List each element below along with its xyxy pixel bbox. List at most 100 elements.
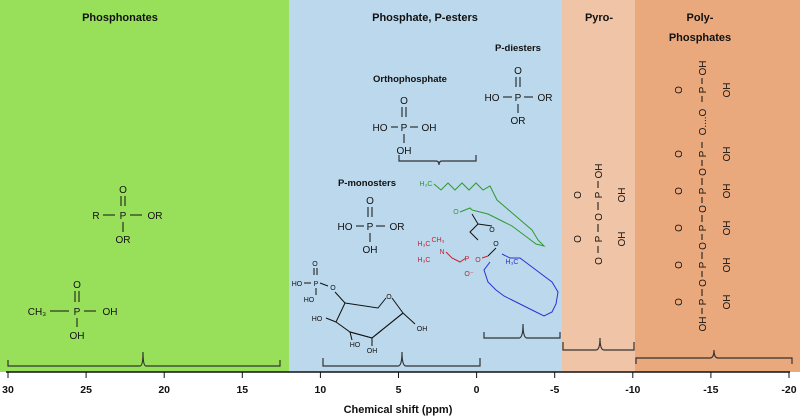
svg-text:O....O: O....O (698, 108, 709, 135)
svg-text:O: O (330, 285, 336, 292)
svg-text:P: P (698, 224, 709, 231)
svg-text:H₃C: H₃C (418, 241, 431, 248)
svg-text:HO: HO (304, 297, 315, 304)
svg-text:OR: OR (148, 211, 163, 222)
svg-text:HO: HO (373, 123, 388, 134)
x-axis-tick-label: 25 (80, 384, 92, 396)
polyphosphates-title-line1: Poly- (687, 12, 714, 24)
svg-text:P: P (120, 211, 127, 222)
svg-text:O: O (698, 168, 709, 176)
x-axis-tick-label: -20 (781, 384, 796, 396)
orthophosphate-title: Orthophosphate (373, 74, 447, 85)
svg-text:O: O (698, 242, 709, 250)
svg-text:O: O (674, 224, 685, 232)
pyro-brace (562, 337, 635, 351)
svg-text:P: P (314, 281, 319, 288)
svg-text:O: O (475, 257, 481, 264)
svg-text:OH: OH (722, 221, 733, 236)
svg-text:OH: OH (367, 348, 378, 355)
phosphonates-title: Phosphonates (82, 12, 158, 24)
svg-text:O: O (573, 235, 584, 243)
svg-text:P: P (594, 235, 605, 242)
p-diester-structure: O HO P OR OR (485, 66, 553, 127)
svg-text:OH: OH (397, 146, 412, 157)
svg-text:P: P (465, 256, 470, 263)
svg-text:O: O (453, 209, 459, 216)
phosphatidylcholine-structure: H₃C O O O H₃C CH₃ N H₃C P O⁻ O H₃C (418, 181, 559, 317)
x-axis-tick-label: 30 (2, 384, 14, 396)
polyphosphates-title-line2: Phosphates (669, 32, 731, 44)
svg-text:HO: HO (350, 342, 361, 349)
svg-text:OH: OH (722, 184, 733, 199)
svg-text:O: O (366, 196, 374, 207)
x-axis-tick-label: -10 (625, 384, 640, 396)
svg-text:HO: HO (485, 93, 500, 104)
svg-text:OH: OH (594, 164, 605, 179)
polyphosphates-region (635, 0, 800, 372)
sugar-phosphate-structure: O HO P O HO O OH OH HO HO (292, 261, 428, 355)
x-axis-tick-label: -15 (703, 384, 718, 396)
svg-text:P: P (74, 307, 81, 318)
svg-text:O: O (386, 294, 392, 301)
svg-text:P: P (367, 222, 374, 233)
svg-text:CH₃: CH₃ (432, 237, 445, 244)
p-diester-brace (483, 323, 561, 339)
svg-text:OH: OH (617, 232, 628, 247)
phosphate-esters-title: Phosphate, P-esters (372, 12, 478, 24)
x-axis-tick-label: -5 (550, 384, 559, 396)
svg-text:OH: OH (722, 147, 733, 162)
svg-text:OR: OR (511, 116, 526, 127)
svg-text:HO: HO (312, 316, 323, 323)
svg-text:O: O (674, 298, 685, 306)
svg-text:P: P (698, 86, 709, 93)
polyphosphate-structure: OH P O P O P O P O P O....O P OH (674, 61, 733, 332)
svg-text:O: O (514, 66, 522, 77)
svg-text:P: P (594, 191, 605, 198)
orthophosphate-structure: O HO P OH OH (373, 96, 437, 157)
phosphonate-ester-structure: O R P OR OR (92, 185, 162, 246)
svg-text:P: P (698, 261, 709, 268)
x-axis-tick-label: 5 (396, 384, 402, 396)
svg-text:O: O (312, 261, 318, 268)
svg-text:O: O (674, 261, 685, 269)
svg-text:O: O (73, 280, 81, 291)
svg-text:P: P (698, 187, 709, 194)
svg-text:OH: OH (722, 295, 733, 310)
svg-text:O: O (400, 96, 408, 107)
phosphonates-brace (7, 351, 281, 367)
svg-text:OH: OH (722, 83, 733, 98)
svg-text:P: P (515, 93, 522, 104)
svg-text:O: O (698, 205, 709, 213)
svg-text:O: O (594, 257, 605, 265)
svg-text:O⁻: O⁻ (464, 271, 473, 278)
svg-text:CH₃: CH₃ (28, 307, 47, 318)
svg-text:OR: OR (390, 222, 405, 233)
svg-text:OH: OH (103, 307, 118, 318)
pyrophosphate-structure: O P O P OH OH O OH O (573, 164, 628, 265)
svg-text:OH: OH (698, 317, 709, 332)
svg-text:O: O (119, 185, 127, 196)
svg-text:OR: OR (538, 93, 553, 104)
svg-text:OH: OH (422, 123, 437, 134)
svg-text:O: O (489, 227, 495, 234)
x-axis-tick-label: 10 (315, 384, 327, 396)
x-axis-tick-label: 20 (158, 384, 170, 396)
svg-text:H₃C: H₃C (420, 181, 433, 188)
svg-text:OH: OH (722, 258, 733, 273)
svg-text:O: O (674, 187, 685, 195)
svg-text:O: O (594, 213, 605, 221)
svg-text:R: R (92, 211, 99, 222)
svg-text:O: O (493, 241, 499, 248)
svg-text:OR: OR (116, 235, 131, 246)
svg-text:OH: OH (617, 188, 628, 203)
x-axis-label: Chemical shift (ppm) (344, 404, 453, 416)
svg-text:N: N (439, 249, 444, 256)
p-monosters-title: P-monosters (338, 178, 396, 189)
polyphosphates-brace (635, 349, 793, 364)
svg-text:HO: HO (338, 222, 353, 233)
svg-text:OH: OH (417, 326, 428, 333)
svg-text:O: O (674, 86, 685, 94)
pyro-title: Pyro- (585, 12, 613, 24)
